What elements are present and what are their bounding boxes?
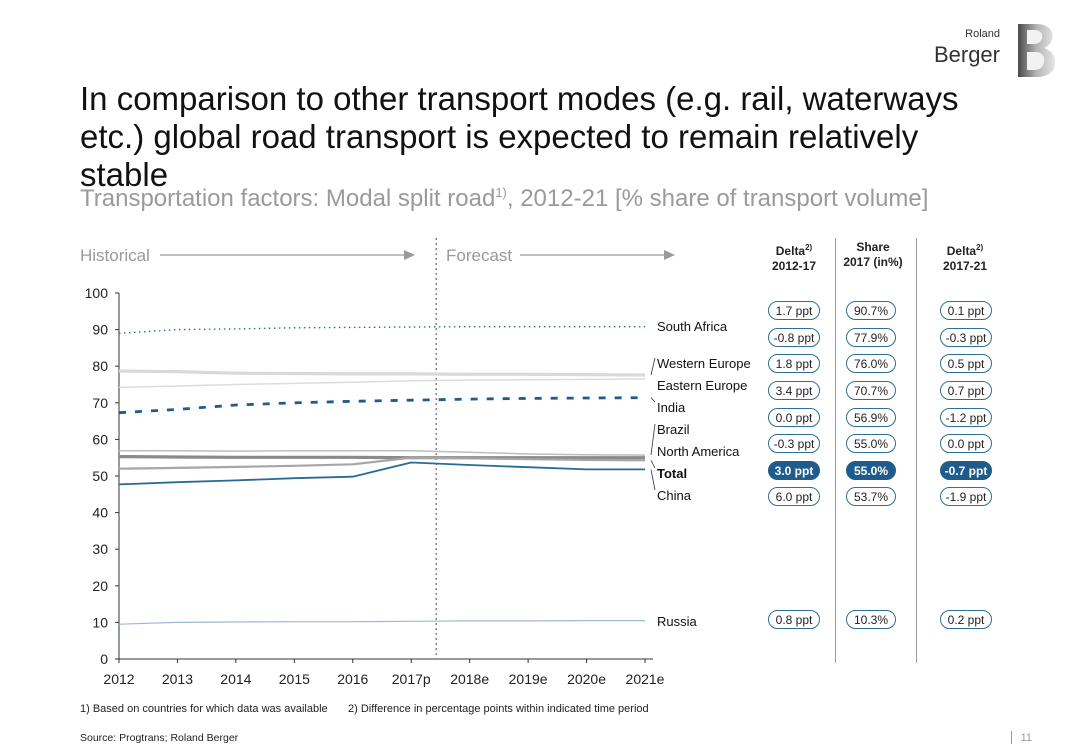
table-cell-delta2: 0.5 ppt: [940, 354, 992, 373]
series-label-india: India: [657, 400, 686, 415]
footnote-2: 2) Difference in percentage points withi…: [348, 703, 649, 715]
table-cell-delta1: 1.8 ppt: [768, 354, 820, 373]
x-tick-label: 2018e: [450, 671, 489, 687]
table-separator-2: [916, 238, 917, 663]
y-tick-label: 50: [92, 468, 108, 484]
subtitle-footnote-ref: 1): [495, 185, 507, 200]
table-cell-delta1: 3.4 ppt: [768, 381, 820, 400]
forecast-arrow-head: [664, 250, 675, 260]
leader-total: [650, 460, 656, 469]
y-tick-label: 20: [92, 578, 108, 594]
table-cell-share: 55.0%: [846, 461, 896, 480]
logo-line1: Roland: [965, 28, 1000, 40]
table-cell-delta2: 0.1 ppt: [940, 301, 992, 320]
y-tick-label: 30: [92, 541, 108, 557]
y-tick-label: 100: [85, 285, 109, 301]
table-cell-share: 53.7%: [846, 487, 896, 506]
series-line-north-america: [118, 455, 645, 460]
roland-berger-logo: Roland Berger: [934, 18, 1058, 78]
leader-brazil: [650, 423, 656, 456]
leader-china: [650, 469, 656, 491]
series-label-north-america: North America: [657, 444, 740, 459]
chart-subtitle: Transportation factors: Modal split road…: [80, 185, 928, 213]
leader-india: [650, 397, 656, 403]
y-tick-label: 60: [92, 431, 108, 447]
source-note: Source: Progtrans; Roland Berger: [80, 732, 239, 744]
y-tick-label: 70: [92, 395, 108, 411]
series-line-brazil: [119, 449, 646, 456]
page-number: 11: [1020, 732, 1032, 744]
x-tick-label: 2016: [337, 671, 368, 687]
table-cell-share: 77.9%: [846, 328, 896, 347]
table-cell-delta1: 6.0 ppt: [768, 487, 820, 506]
series-label-china: China: [657, 488, 692, 503]
leader-western-europe: [650, 357, 656, 376]
table-cell-delta2: -0.7 ppt: [940, 461, 992, 480]
y-tick-label: 90: [92, 322, 108, 338]
historical-label: Historical: [80, 246, 150, 265]
series-line-india: [118, 396, 646, 415]
table-cell-delta1: -0.3 ppt: [768, 434, 820, 453]
x-tick-label: 2015: [279, 671, 310, 687]
table-cell-delta2: 0.2 ppt: [940, 610, 992, 629]
series-label-brazil: Brazil: [657, 422, 690, 437]
table-cell-share: 10.3%: [846, 610, 896, 629]
table-cell-delta2: -1.2 ppt: [940, 408, 992, 427]
logo-line2: Berger: [933, 42, 1000, 67]
x-tick-label: 2013: [162, 671, 193, 687]
series-label-eastern-europe: Eastern Europe: [657, 378, 747, 393]
x-tick-label: 2017p: [392, 671, 431, 687]
series-line-eastern-europe: [118, 378, 646, 389]
table-cell-share: 55.0%: [846, 434, 896, 453]
table-cell-delta2: -0.3 ppt: [940, 328, 992, 347]
table-cell-delta2: 0.7 ppt: [940, 381, 992, 400]
y-tick-label: 80: [92, 358, 108, 374]
y-tick-label: 0: [100, 651, 108, 667]
x-tick-label: 2021e: [626, 671, 665, 687]
series-label-russia: Russia: [657, 614, 698, 629]
series-line-russia: [118, 619, 645, 625]
y-tick-label: 10: [92, 614, 108, 630]
page-divider: [1011, 731, 1012, 744]
col-head-share-2017: Share 2017 (in%): [843, 240, 903, 269]
table-cell-share: 90.7%: [846, 301, 896, 320]
page-title: In comparison to other transport modes (…: [80, 80, 959, 193]
series-label-south-africa: South Africa: [657, 319, 728, 334]
table-cell-share: 70.7%: [846, 381, 896, 400]
table-cell-delta2: 0.0 ppt: [940, 434, 992, 453]
y-tick-label: 40: [92, 505, 108, 521]
table-cell-delta1: 3.0 ppt: [768, 461, 820, 480]
series-label-western-europe: Western Europe: [657, 356, 751, 371]
series-label-total: Total: [657, 466, 687, 481]
series-line-china: [118, 461, 645, 486]
x-tick-label: 2020e: [567, 671, 606, 687]
series-line-western-europe: [118, 369, 646, 377]
x-tick-label: 2012: [103, 671, 134, 687]
table-separator-1: [835, 238, 836, 663]
col-head-delta-2017-21: Delta2) 2017-21: [942, 243, 988, 273]
table-cell-delta1: 0.0 ppt: [768, 408, 820, 427]
footnote-1: 1) Based on countries for which data was…: [80, 703, 328, 715]
subtitle-rest: , 2012-21 [% share of transport volume]: [506, 185, 929, 212]
historical-arrow-head: [404, 250, 415, 260]
table-cell-delta1: -0.8 ppt: [768, 328, 820, 347]
forecast-label: Forecast: [446, 246, 512, 265]
x-tick-label: 2014: [220, 671, 251, 687]
table-cell-delta1: 1.7 ppt: [768, 301, 820, 320]
table-cell-share: 56.9%: [846, 408, 896, 427]
subtitle-main: Transportation factors: Modal split road: [80, 185, 496, 212]
logo-b-icon: [1018, 24, 1056, 77]
x-tick-label: 2019e: [509, 671, 548, 687]
col-head-delta-2012-17: Delta2) 2012-17: [771, 243, 817, 273]
table-cell-delta1: 0.8 ppt: [768, 610, 820, 629]
table-cell-delta2: -1.9 ppt: [940, 487, 992, 506]
series-line-south-africa: [118, 326, 645, 334]
table-cell-share: 76.0%: [846, 354, 896, 373]
series-line-total: [118, 456, 646, 470]
